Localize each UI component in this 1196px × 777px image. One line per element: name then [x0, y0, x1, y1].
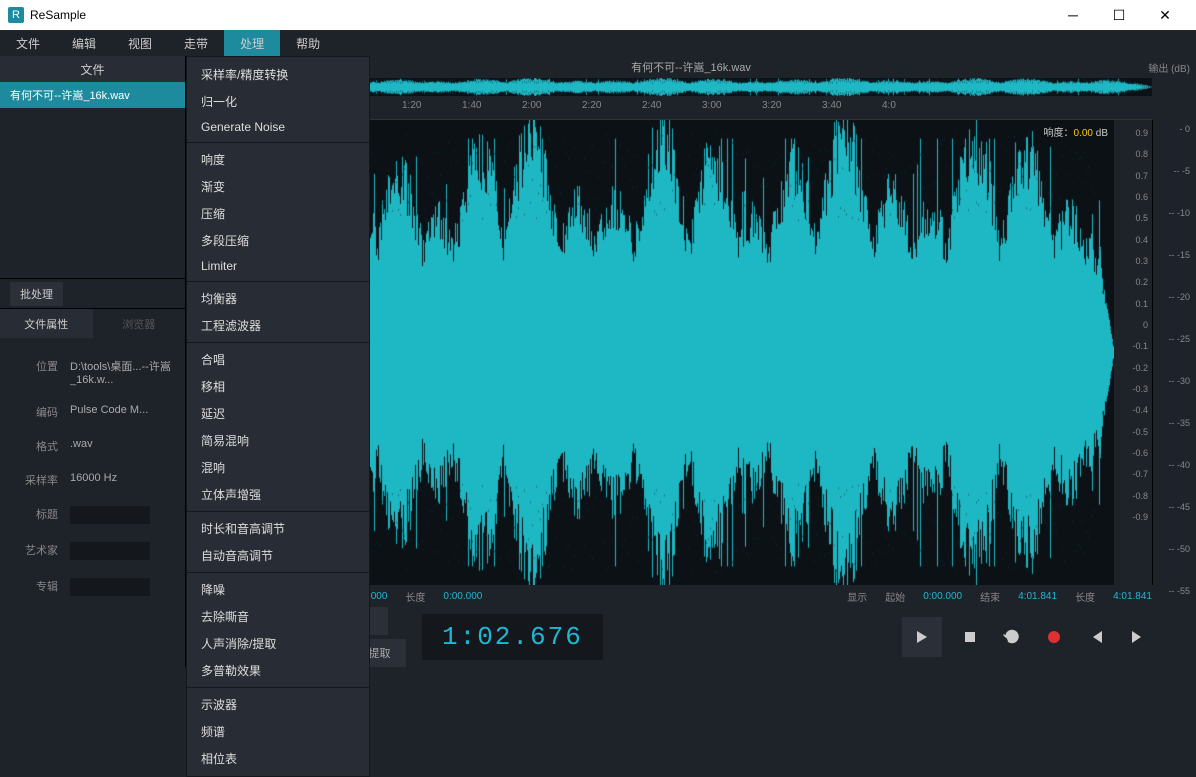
db-meter: - 0-- -5-- -10-- -15-- -20-- -25-- -30--…	[1152, 120, 1196, 585]
menu-item[interactable]: 示波器	[187, 691, 369, 718]
prop-format-label: 格式	[10, 438, 70, 454]
menu-item[interactable]: Generate Noise	[187, 115, 369, 139]
close-button[interactable]: ✕	[1142, 0, 1188, 30]
titlebar: R ReSample ─ ☐ ✕	[0, 0, 1196, 30]
menu-item[interactable]: 响度	[187, 146, 369, 173]
menu-edit[interactable]: 编辑	[56, 30, 112, 56]
menu-item[interactable]: 降噪	[187, 576, 369, 603]
menu-item[interactable]: Limiter	[187, 254, 369, 278]
output-meter-label: 输出 (dB)	[1148, 60, 1190, 75]
menu-item[interactable]: 相位表	[187, 745, 369, 772]
menu-item[interactable]: 人声消除/提取	[187, 630, 369, 657]
loudness-readout: 响度：0.00 dB	[1044, 124, 1108, 139]
batch-row: 批处理	[0, 278, 185, 308]
next-button[interactable]	[1124, 623, 1152, 651]
prop-location-label: 位置	[10, 358, 70, 386]
menu-item[interactable]: 立体声增强	[187, 481, 369, 508]
loop-button[interactable]	[998, 623, 1026, 651]
stop-button[interactable]	[956, 623, 984, 651]
app-logo: R	[8, 7, 24, 23]
app-title: ReSample	[30, 8, 86, 22]
prop-album-input[interactable]	[70, 578, 150, 596]
menu-item[interactable]: 压缩	[187, 200, 369, 227]
prop-artist-label: 艺术家	[10, 542, 70, 560]
prop-title-input[interactable]	[70, 506, 150, 524]
menu-item[interactable]: 均衡器	[187, 285, 369, 312]
menu-transport[interactable]: 走带	[168, 30, 224, 56]
menubar: 文件 编辑 视图 走带 处理 帮助	[0, 30, 1196, 56]
play-button[interactable]	[902, 617, 942, 657]
process-menu-dropdown: 采样率/精度转换归一化Generate Noise 响度渐变压缩多段压缩Limit…	[186, 56, 370, 777]
prop-codec-value: Pulse Code M...	[70, 404, 175, 420]
menu-help[interactable]: 帮助	[280, 30, 336, 56]
menu-process[interactable]: 处理	[224, 30, 280, 56]
menu-item[interactable]: 多普勒效果	[187, 657, 369, 684]
menu-file[interactable]: 文件	[0, 30, 56, 56]
tab-browser[interactable]: 浏览器	[93, 309, 186, 338]
menu-item[interactable]: 频谱	[187, 718, 369, 745]
prop-location-value: D:\tools\桌面...--许嵩_16k.w...	[70, 358, 175, 386]
maximize-button[interactable]: ☐	[1096, 0, 1142, 30]
tab-file-props[interactable]: 文件属性	[0, 309, 93, 338]
prev-button[interactable]	[1082, 623, 1110, 651]
file-properties: 位置D:\tools\桌面...--许嵩_16k.w... 编码Pulse Co…	[0, 338, 185, 634]
minimize-button[interactable]: ─	[1050, 0, 1096, 30]
prop-codec-label: 编码	[10, 404, 70, 420]
files-tab[interactable]: 文件	[0, 56, 185, 82]
time-display: 1:02.676	[422, 614, 603, 660]
sidebar: 文件 有何不可--许嵩_16k.wav 批处理 文件属性 浏览器 位置D:\to…	[0, 56, 186, 667]
menu-item[interactable]: 延迟	[187, 400, 369, 427]
menu-item[interactable]: 时长和音高调节	[187, 515, 369, 542]
prop-samplerate-label: 采样率	[10, 472, 70, 488]
menu-item[interactable]: 去除嘶音	[187, 603, 369, 630]
menu-item[interactable]: 混响	[187, 454, 369, 481]
menu-view[interactable]: 视图	[112, 30, 168, 56]
menu-item[interactable]: 简易混响	[187, 427, 369, 454]
prop-samplerate-value: 16000 Hz	[70, 472, 175, 488]
prop-title-label: 标题	[10, 506, 70, 524]
menu-item[interactable]: 合唱	[187, 346, 369, 373]
batch-button[interactable]: 批处理	[10, 282, 63, 306]
prop-album-label: 专辑	[10, 578, 70, 596]
menu-item[interactable]: 采样率/精度转换	[187, 61, 369, 88]
menu-item[interactable]: 工程滤波器	[187, 312, 369, 339]
menu-item[interactable]: 渐变	[187, 173, 369, 200]
menu-item[interactable]: 自动音高调节	[187, 542, 369, 569]
record-button[interactable]	[1040, 623, 1068, 651]
prop-format-value: .wav	[70, 438, 175, 454]
file-item[interactable]: 有何不可--许嵩_16k.wav	[0, 82, 185, 108]
amplitude-axis: 0.90.80.70.60.50.40.30.20.10-0.1-0.2-0.3…	[1114, 120, 1152, 585]
menu-item[interactable]: 移相	[187, 373, 369, 400]
menu-item[interactable]: 归一化	[187, 88, 369, 115]
prop-artist-input[interactable]	[70, 542, 150, 560]
menu-item[interactable]: 多段压缩	[187, 227, 369, 254]
